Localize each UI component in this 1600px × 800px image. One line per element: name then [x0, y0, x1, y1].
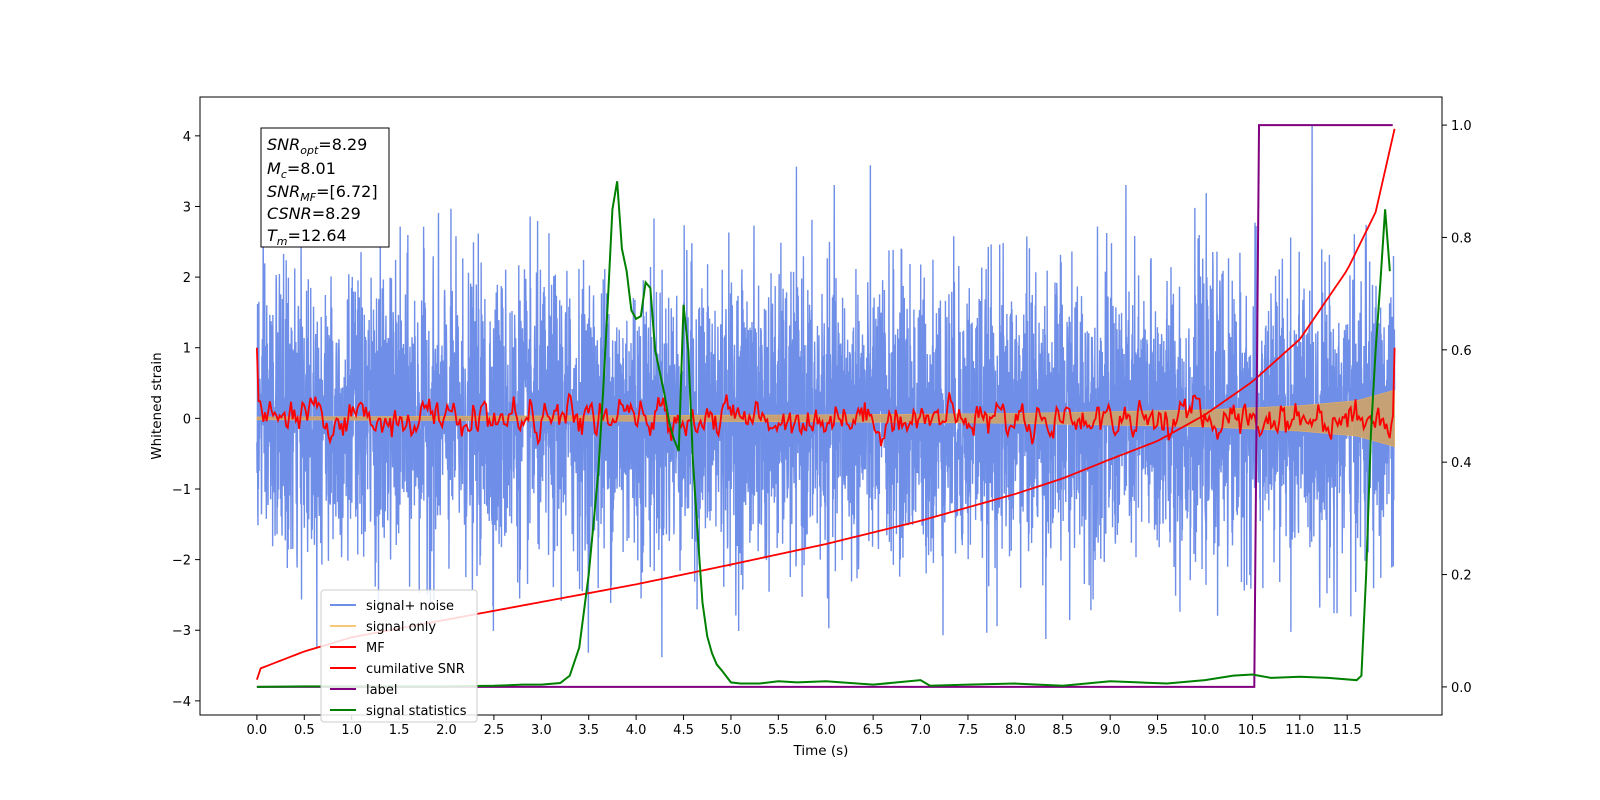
x-tick-label: 6.5 [863, 723, 884, 738]
x-tick-label: 1.0 [341, 723, 362, 738]
x-tick-label: 10.0 [1191, 723, 1220, 738]
y-axis-label: Whitened strain [149, 352, 165, 459]
y-left-tick-label: −4 [172, 695, 191, 710]
series-line-signal-noise [256, 125, 1396, 658]
axes-ticks: 0.0 0.5 1.0 1.5 2.0 2.5 3.0 3.5 4.0 4.5 5.0 5.5 6.0 6… [172, 119, 1472, 738]
x-tick-label: 2.5 [484, 723, 505, 738]
legend-label: MF [366, 641, 385, 656]
x-tick-label: 0.5 [294, 723, 315, 738]
x-axis-label: Time (s) [793, 743, 849, 759]
legend-frame [320, 589, 478, 723]
y-left-tick-label: 4 [183, 130, 191, 145]
x-tick-label: 7.0 [910, 723, 931, 738]
info-snr-mf: SNRMF=[6.72] [267, 182, 378, 204]
x-tick-label: 7.5 [958, 723, 979, 738]
y-left-tick-label: 0 [183, 412, 191, 427]
y-left-tick-label: 1 [183, 342, 191, 357]
legend-label: signal+ noise [366, 599, 454, 614]
info-box-frame [260, 127, 390, 248]
x-tick-label: 4.5 [673, 723, 694, 738]
info-snr-opt: SNRopt=8.29 [267, 135, 367, 157]
series-line-signal-statistics [256, 181, 1391, 688]
y-left-tick-label: 2 [183, 271, 191, 286]
series-line-label [256, 124, 1393, 688]
info-csnr: CSNR=8.29 [267, 204, 361, 223]
x-tick-label: 11.5 [1333, 723, 1362, 738]
y-right-tick-label: 0.8 [1451, 231, 1472, 246]
y-left-tick-label: 3 [183, 200, 191, 215]
x-tick-label: 3.0 [531, 723, 552, 738]
info-tm: Tm=12.64 [267, 226, 347, 248]
plot-frame [199, 96, 1443, 716]
x-tick-label: 3.5 [578, 723, 599, 738]
y-right-tick-label: 0.4 [1451, 456, 1472, 471]
x-tick-label: 8.5 [1052, 723, 1073, 738]
y-left-tick-label: −2 [172, 554, 191, 569]
x-tick-label: 5.0 [721, 723, 742, 738]
x-tick-label: 2.0 [436, 723, 457, 738]
y-right-tick-label: 0.6 [1451, 344, 1472, 359]
x-tick-label: 8.0 [1005, 723, 1026, 738]
x-tick-label: 6.0 [815, 723, 836, 738]
x-tick-label: 11.0 [1285, 723, 1314, 738]
legend-label: signal statistics [366, 704, 467, 719]
x-tick-label: 1.5 [389, 723, 410, 738]
y-left-tick-label: −1 [172, 483, 191, 498]
legend: signal+ noise signal only MF cumilative SNR… [320, 589, 478, 723]
legend-label: cumilative SNR [366, 662, 465, 677]
x-tick-label: 9.5 [1147, 723, 1168, 738]
x-tick-label: 0.0 [247, 723, 268, 738]
y-left-tick-label: −3 [172, 624, 191, 639]
x-tick-label: 5.5 [768, 723, 789, 738]
x-tick-label: 10.5 [1238, 723, 1267, 738]
y-right-tick-label: 0.0 [1451, 681, 1472, 696]
x-tick-label: 9.0 [1100, 723, 1121, 738]
info-box: SNRopt=8.29 Mc=8.01 SNRMF=[6.72] CSNR=8.… [260, 127, 390, 248]
series-band-signal-only [256, 389, 1395, 448]
legend-label: label [366, 683, 397, 698]
x-tick-label: 4.0 [626, 723, 647, 738]
info-mc: Mc=8.01 [267, 159, 336, 181]
y-right-tick-label: 0.2 [1451, 569, 1472, 584]
legend-label: signal only [366, 620, 436, 635]
y-right-tick-label: 1.0 [1451, 119, 1472, 134]
